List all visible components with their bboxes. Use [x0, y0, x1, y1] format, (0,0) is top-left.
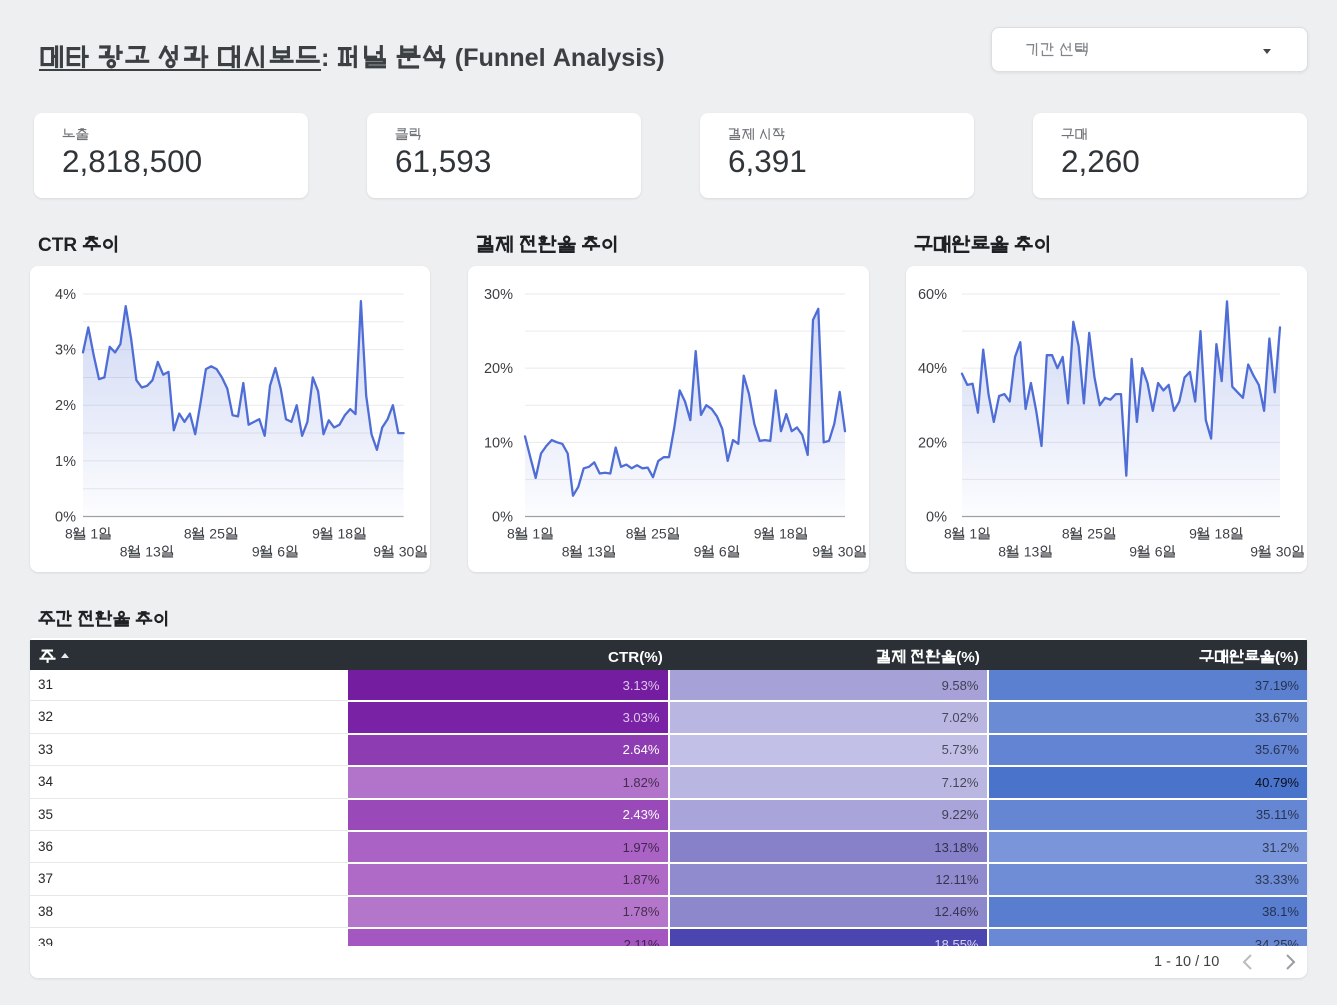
- svg-text:9: 9: [754, 526, 762, 542]
- svg-text:1%: 1%: [55, 454, 76, 470]
- svg-text:2%: 2%: [55, 398, 76, 414]
- svg-text:30: 30: [399, 544, 415, 560]
- svg-text:25: 25: [1087, 526, 1103, 542]
- svg-text:9: 9: [373, 544, 381, 560]
- svg-text:3%: 3%: [55, 343, 76, 359]
- svg-text:9: 9: [1250, 544, 1258, 560]
- svg-text:25: 25: [209, 526, 225, 542]
- svg-text:0%: 0%: [492, 510, 513, 526]
- svg-text:30: 30: [1276, 544, 1292, 560]
- svg-text:25: 25: [651, 526, 667, 542]
- svg-text:13: 13: [1024, 544, 1040, 560]
- svg-text:4%: 4%: [55, 287, 76, 303]
- svg-text:1: 1: [969, 526, 977, 542]
- svg-text:(%): (%): [1275, 649, 1299, 666]
- svg-text:9: 9: [252, 544, 260, 560]
- svg-text:Analysis): Analysis): [552, 44, 664, 72]
- svg-text:18: 18: [1215, 526, 1231, 542]
- svg-text:CTR(%): CTR(%): [608, 649, 663, 666]
- svg-text:0%: 0%: [55, 510, 76, 526]
- svg-text:10%: 10%: [484, 435, 513, 451]
- svg-text:6: 6: [1155, 544, 1163, 560]
- svg-text:8: 8: [944, 526, 952, 542]
- svg-text:20%: 20%: [484, 361, 513, 377]
- svg-text:30%: 30%: [484, 287, 513, 303]
- svg-text:1: 1: [532, 526, 540, 542]
- svg-text:20%: 20%: [918, 435, 947, 451]
- svg-text:9: 9: [694, 544, 702, 560]
- svg-text:(%): (%): [956, 649, 980, 666]
- svg-text:9: 9: [812, 544, 820, 560]
- svg-text:13: 13: [587, 544, 603, 560]
- svg-text:8: 8: [998, 544, 1006, 560]
- svg-text:60%: 60%: [918, 287, 947, 303]
- svg-text:30: 30: [838, 544, 854, 560]
- svg-text:9: 9: [1129, 544, 1137, 560]
- svg-text:18: 18: [779, 526, 795, 542]
- svg-text:13: 13: [145, 544, 161, 560]
- svg-text:6: 6: [719, 544, 727, 560]
- svg-text:8: 8: [1062, 526, 1070, 542]
- svg-text:6: 6: [277, 544, 285, 560]
- svg-text:9: 9: [312, 526, 320, 542]
- svg-text:1: 1: [90, 526, 98, 542]
- svg-text:8: 8: [507, 526, 515, 542]
- svg-text:8: 8: [562, 544, 570, 560]
- svg-text::: :: [321, 44, 329, 72]
- svg-text:8: 8: [120, 544, 128, 560]
- svg-text:CTR: CTR: [38, 235, 77, 256]
- svg-text:18: 18: [338, 526, 354, 542]
- svg-text:9: 9: [1189, 526, 1197, 542]
- svg-text:8: 8: [184, 526, 192, 542]
- svg-text:(Funnel: (Funnel: [454, 44, 545, 72]
- svg-text:8: 8: [626, 526, 634, 542]
- svg-text:40%: 40%: [918, 361, 947, 377]
- svg-text:0%: 0%: [926, 510, 947, 526]
- svg-text:8: 8: [65, 526, 73, 542]
